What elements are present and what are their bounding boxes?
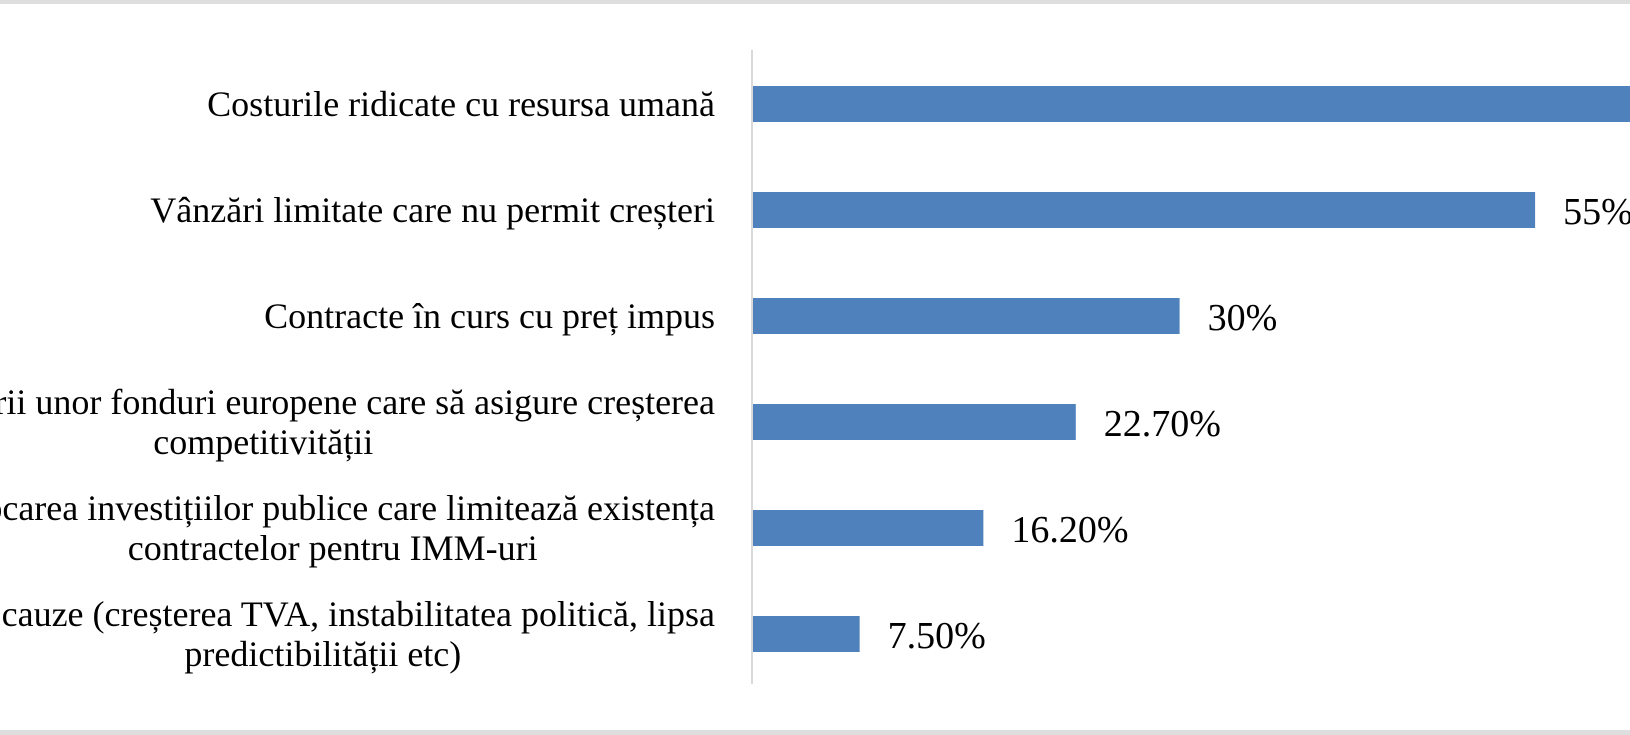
frame-bottom-border — [0, 730, 1630, 735]
data-label-4: 22.70% — [1104, 403, 1221, 445]
category-label-3: Contracte în curs cu preț impus — [264, 296, 715, 336]
bar-4 — [753, 404, 1076, 440]
category-label-line: Lipsa accesării unor fonduri europene ca… — [0, 382, 715, 422]
category-label-1: Costurile ridicate cu resursa umană — [207, 84, 715, 124]
data-label-5: 16.20% — [1011, 509, 1128, 551]
category-label-line: Blocarea investițiilor publice care limi… — [0, 488, 715, 528]
category-label-line: contractelor pentru IMM-uri — [128, 528, 538, 568]
category-label-line: Vânzări limitate care nu permit creșteri — [150, 190, 715, 230]
frame-top-border — [0, 0, 1630, 4]
data-label-6: 7.50% — [888, 615, 986, 657]
category-label-2: Vânzări limitate care nu permit creșteri — [150, 190, 715, 230]
category-label-line: Contracte în curs cu preț impus — [264, 296, 715, 336]
category-label-line: predictibilității etc) — [184, 634, 461, 674]
data-label-2: 55% — [1563, 191, 1630, 233]
category-label-6: Alte cauze (creșterea TVA, instabilitate… — [0, 594, 715, 674]
data-labels-layer: 65%55%30%22.70%16.20%7.50% — [888, 191, 1630, 657]
category-label-5: Blocarea investițiilor publice care limi… — [0, 488, 715, 568]
bar-6 — [753, 616, 860, 652]
category-label-4: Lipsa accesării unor fonduri europene ca… — [0, 382, 715, 462]
category-label-line: Alte cauze (creșterea TVA, instabilitate… — [0, 594, 715, 634]
bar-2 — [753, 192, 1536, 228]
bars-layer — [753, 86, 1630, 652]
category-labels-layer: Costurile ridicate cu resursa umană Vânză… — [0, 84, 715, 674]
bar-3 — [753, 298, 1180, 334]
bar-1 — [753, 86, 1630, 122]
data-label-3: 30% — [1208, 297, 1278, 339]
category-label-line: Costurile ridicate cu resursa umană — [207, 84, 715, 124]
bar-5 — [753, 510, 984, 546]
category-label-line: competitivității — [153, 422, 373, 462]
